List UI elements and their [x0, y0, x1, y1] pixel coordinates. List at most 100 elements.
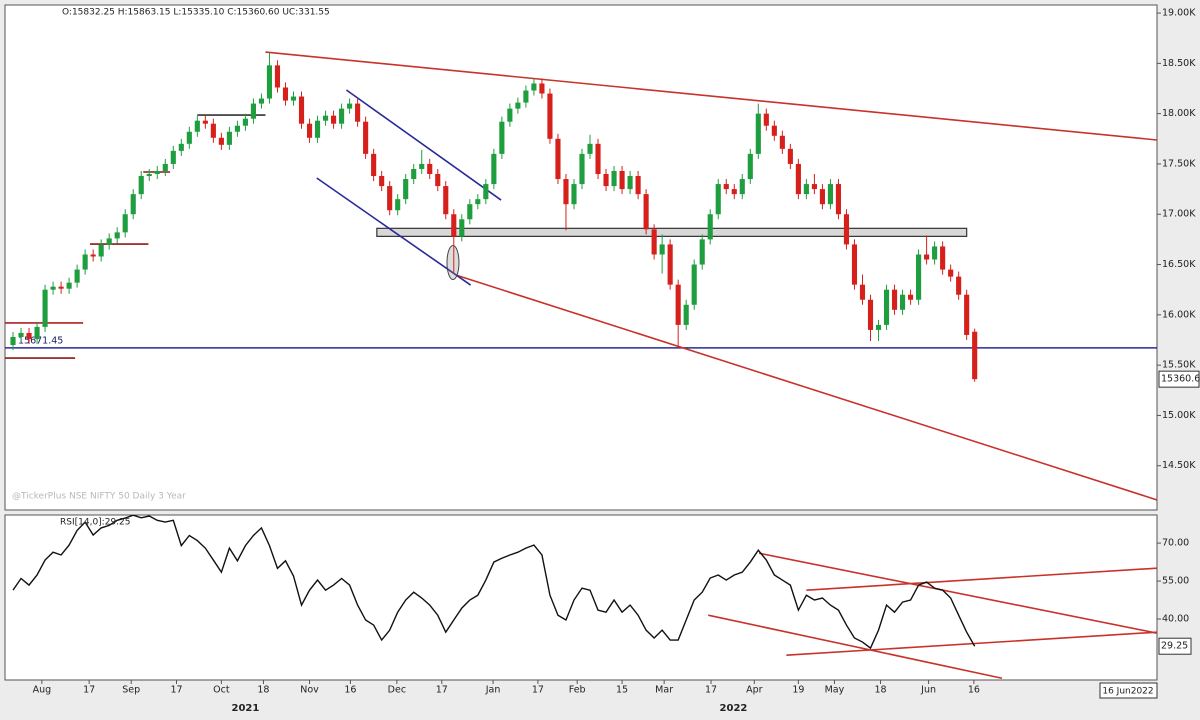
- candle-body: [82, 254, 88, 270]
- y-tick-label: 17.00K: [1162, 209, 1196, 220]
- candle-body: [531, 83, 537, 91]
- candle-body: [964, 294, 970, 335]
- candle-body: [563, 179, 569, 205]
- candle-body: [218, 137, 224, 145]
- candle-body: [18, 332, 24, 337]
- candle-body: [347, 103, 353, 109]
- candle-body: [851, 244, 858, 285]
- last-price: 15360.6: [1161, 374, 1200, 385]
- candle-body: [603, 174, 609, 187]
- candle-body: [26, 332, 32, 339]
- rsi-panel: [4, 514, 1158, 681]
- rsi-plot: [12, 515, 1157, 680]
- candle-body: [339, 108, 345, 124]
- y-tick-label: 40.00: [1162, 614, 1189, 625]
- candle-body: [306, 123, 313, 138]
- candle-body: [699, 239, 705, 265]
- candle-body: [234, 125, 240, 132]
- candle-body: [635, 176, 641, 195]
- candle-body: [803, 184, 809, 195]
- candle-body: [58, 286, 64, 289]
- last-date-box: [1099, 682, 1158, 699]
- candle-body: [819, 189, 825, 205]
- candle-body: [371, 153, 377, 177]
- candle-body: [210, 123, 216, 138]
- candle-body: [908, 294, 914, 300]
- candle-body: [835, 184, 842, 215]
- candle-body: [675, 284, 681, 325]
- candle-body: [170, 150, 176, 164]
- x-tick-label: 16: [344, 685, 356, 696]
- candle-body: [643, 194, 649, 230]
- candle-body: [507, 108, 513, 122]
- candle-body: [771, 125, 777, 136]
- candle-body: [266, 65, 273, 99]
- support-zone: [376, 227, 968, 237]
- y-tick-label: 17.50K: [1162, 158, 1196, 169]
- candle-body: [467, 204, 473, 220]
- candle-body: [916, 254, 922, 300]
- candle-body: [282, 87, 289, 101]
- x-tick-label: Oct: [213, 685, 230, 696]
- y-tick-label: 55.00: [1162, 576, 1189, 587]
- candle-body: [555, 138, 561, 180]
- candle-body: [194, 120, 200, 132]
- candle-body: [443, 186, 449, 215]
- candle-body: [419, 163, 425, 169]
- candle-body: [523, 90, 529, 103]
- x-tick-label: 17: [705, 685, 717, 696]
- rsi-line: [12, 515, 976, 650]
- candle-body: [258, 98, 265, 104]
- candle-body: [940, 246, 946, 270]
- candle-body: [491, 153, 497, 185]
- candle-body: [859, 284, 866, 300]
- candle-body: [34, 326, 40, 339]
- candle-body: [106, 238, 112, 245]
- candle-body: [250, 103, 256, 119]
- candle-body: [42, 289, 48, 327]
- candle-body: [411, 168, 417, 180]
- x-tick-label: 18: [257, 685, 269, 696]
- candle-body: [972, 331, 978, 380]
- y-tick-label: 18.00K: [1162, 108, 1196, 119]
- highlight-ellipse: [446, 245, 460, 281]
- candle-body: [875, 324, 882, 330]
- x-tick-label: Sep: [122, 685, 140, 696]
- candle-body: [435, 174, 441, 187]
- y-tick-label: 16.00K: [1162, 309, 1196, 320]
- x-tick-label: Dec: [388, 685, 406, 696]
- axes: 19.00K 18.50K 18.00K 17.50K 17.00K 16.50K 16.0…: [33, 8, 1200, 714]
- candle-body: [355, 103, 361, 122]
- candle-body: [691, 264, 697, 305]
- x-tick-label: May: [825, 685, 845, 696]
- candle-body: [154, 170, 160, 175]
- candle-body: [627, 176, 633, 190]
- price-panel: [4, 4, 1158, 511]
- candle-body: [579, 153, 585, 185]
- x-tick-label: Jun: [920, 685, 936, 696]
- candle-body: [715, 184, 721, 215]
- rsi-title: RSI[14,0]:29.25: [60, 518, 130, 528]
- candle-body: [387, 186, 393, 211]
- candle-body: [843, 214, 850, 245]
- candle-body: [90, 254, 96, 257]
- candle-body: [138, 176, 144, 195]
- trendline: [316, 177, 472, 286]
- candle-body: [883, 289, 890, 325]
- x-tick-label: 16: [968, 685, 980, 696]
- y-tick-label: 16.50K: [1162, 259, 1196, 270]
- level-label: 15671.45: [18, 335, 63, 346]
- y-tick-label: 15.00K: [1162, 410, 1196, 421]
- candle-body: [587, 143, 593, 154]
- x-tick-label: 18: [874, 685, 886, 696]
- price-plot: 15671.45: [5, 51, 1157, 501]
- x-tick-label: Mar: [655, 685, 673, 696]
- x-tick-label: 17: [83, 685, 95, 696]
- last-rsi-box: [1158, 637, 1192, 655]
- candle-body: [298, 96, 305, 124]
- watermark: @TickerPlus NSE NIFTY 50 Daily 3 Year: [12, 492, 186, 502]
- x-tick-label: 17: [532, 685, 544, 696]
- x-tick-label: 17: [170, 685, 182, 696]
- candle-body: [619, 170, 625, 190]
